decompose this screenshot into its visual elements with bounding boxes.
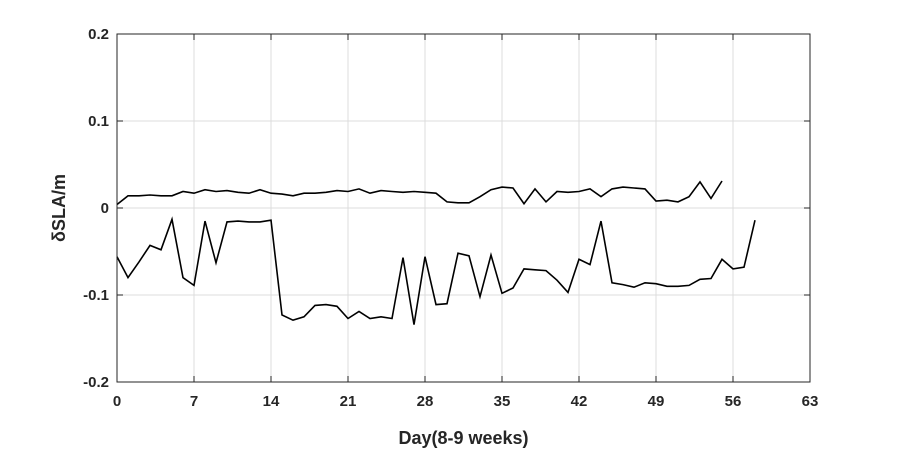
y-tick-label: 0 bbox=[101, 200, 109, 217]
x-tick-label: 63 bbox=[802, 393, 819, 410]
y-tick-label: -0.1 bbox=[83, 287, 109, 304]
axis-ticks bbox=[116, 33, 811, 383]
y-tick-label: 0.2 bbox=[88, 26, 109, 43]
x-axis-label: Day(8-9 weeks) bbox=[398, 428, 528, 448]
series-line-2 bbox=[116, 216, 756, 325]
x-tick-label: 49 bbox=[648, 393, 665, 410]
x-tick-label: 56 bbox=[725, 393, 742, 410]
y-axis-label: δSLA/m bbox=[49, 174, 69, 242]
x-tick-label: 21 bbox=[340, 393, 357, 410]
x-tick-label: 28 bbox=[417, 393, 434, 410]
series-group bbox=[116, 180, 756, 325]
y-tick-label: -0.2 bbox=[83, 374, 109, 391]
x-tick-label: 42 bbox=[571, 393, 588, 410]
x-tick-label: 35 bbox=[494, 393, 511, 410]
y-tick-label: 0.1 bbox=[88, 113, 109, 130]
y-tick-labels: -0.2 -0.1 0 0.1 0.2 bbox=[83, 26, 109, 391]
x-tick-label: 7 bbox=[190, 393, 198, 410]
x-tick-labels: 0 7 14 21 28 35 42 49 56 63 bbox=[113, 393, 819, 410]
series-line-1 bbox=[116, 180, 723, 206]
x-tick-label: 0 bbox=[113, 393, 121, 410]
x-tick-label: 14 bbox=[263, 393, 280, 410]
grid bbox=[116, 33, 811, 383]
